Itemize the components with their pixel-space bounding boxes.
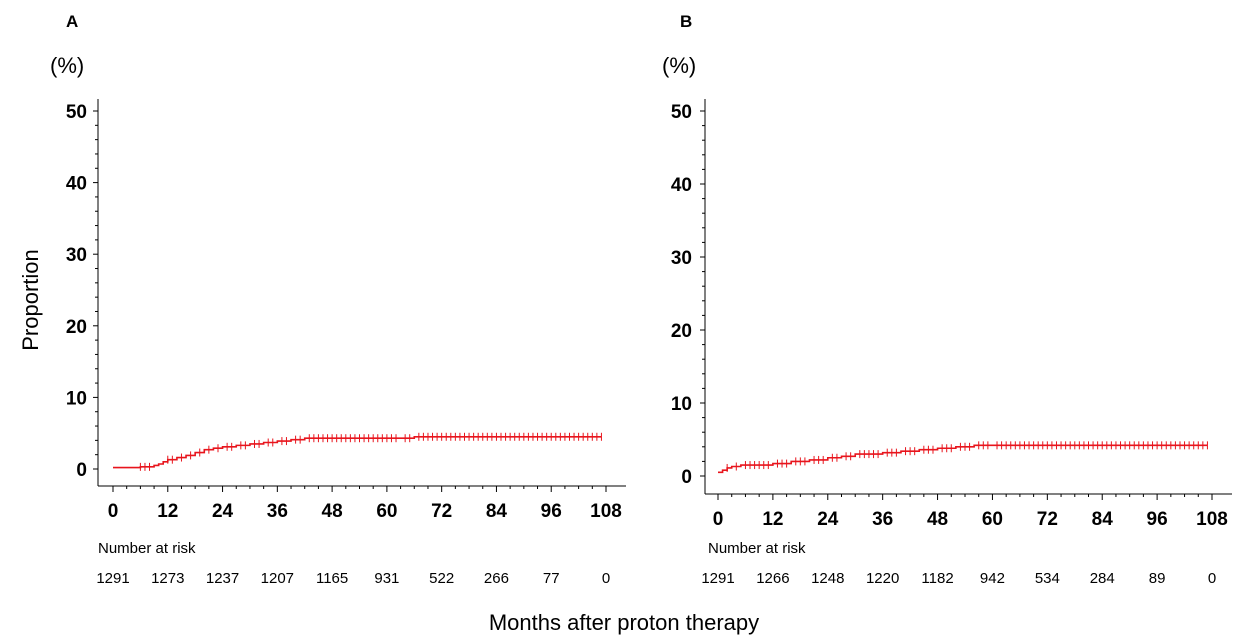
y-tick-label: 50 bbox=[66, 102, 87, 123]
number-at-risk-value: 284 bbox=[1090, 570, 1115, 587]
panel-b: B (%) 0 10 20 30 40 50 0 12 24 36 48 60 72 84 96 108 Numbe… bbox=[662, 12, 1232, 587]
x-tick-label: 96 bbox=[1147, 509, 1168, 530]
y-tick-label: 10 bbox=[671, 394, 692, 415]
x-tick-label: 36 bbox=[267, 501, 288, 522]
x-tick-label: 72 bbox=[431, 501, 452, 522]
x-tick-label: 0 bbox=[108, 501, 119, 522]
number-at-risk-value: 1237 bbox=[206, 570, 239, 587]
y-axis-title: Proportion bbox=[18, 249, 43, 351]
x-tick-label: 24 bbox=[212, 501, 234, 522]
number-at-risk-title: Number at risk bbox=[98, 540, 196, 557]
y-tick-label: 40 bbox=[671, 175, 692, 196]
number-at-risk-value: 1273 bbox=[151, 570, 184, 587]
x-tick-label: 24 bbox=[817, 509, 839, 530]
panel-letter: A bbox=[66, 12, 78, 31]
number-at-risk-value: 1248 bbox=[811, 570, 844, 587]
number-at-risk-value: 942 bbox=[980, 570, 1005, 587]
panel-letter: B bbox=[680, 12, 692, 31]
number-at-risk-value: 1220 bbox=[866, 570, 899, 587]
x-tick-label: 36 bbox=[872, 509, 893, 530]
x-tick-label: 0 bbox=[713, 509, 724, 530]
x-tick-label: 96 bbox=[541, 501, 562, 522]
x-tick-label: 48 bbox=[927, 509, 948, 530]
y-unit-label: (%) bbox=[662, 53, 696, 78]
number-at-risk-title: Number at risk bbox=[708, 540, 806, 557]
x-tick-label: 60 bbox=[982, 509, 1003, 530]
number-at-risk-value: 1266 bbox=[756, 570, 789, 587]
x-tick-label: 108 bbox=[590, 501, 622, 522]
number-at-risk-value: 266 bbox=[484, 570, 509, 587]
number-at-risk-value: 1165 bbox=[316, 570, 348, 587]
km-curve bbox=[718, 444, 1208, 474]
x-tick-label: 60 bbox=[376, 501, 397, 522]
panel-a: A (%) 0 10 20 30 40 50 0 12 24 36 48 60 72 84 96 108 Numbe… bbox=[50, 12, 626, 587]
number-at-risk-value: 522 bbox=[429, 570, 454, 587]
y-unit-label: (%) bbox=[50, 53, 84, 78]
km-curve bbox=[113, 435, 602, 469]
x-tick-label: 12 bbox=[157, 501, 178, 522]
number-at-risk-value: 1207 bbox=[261, 570, 294, 587]
y-tick-label: 0 bbox=[681, 467, 692, 488]
number-at-risk-value: 89 bbox=[1149, 570, 1166, 587]
y-tick-label: 0 bbox=[76, 460, 87, 481]
y-tick-label: 20 bbox=[671, 321, 692, 342]
y-tick-label: 10 bbox=[66, 388, 87, 409]
number-at-risk-value: 534 bbox=[1035, 570, 1060, 587]
number-at-risk-value: 931 bbox=[374, 570, 399, 587]
number-at-risk-value: 0 bbox=[602, 570, 610, 587]
x-tick-label: 48 bbox=[322, 501, 343, 522]
x-tick-label: 108 bbox=[1196, 509, 1228, 530]
number-at-risk-value: 77 bbox=[543, 570, 560, 587]
x-tick-label: 84 bbox=[486, 501, 508, 522]
number-at-risk-value: 1291 bbox=[96, 570, 129, 587]
y-tick-label: 50 bbox=[671, 102, 692, 123]
y-tick-label: 40 bbox=[66, 174, 87, 195]
number-at-risk-value: 1291 bbox=[701, 570, 734, 587]
number-at-risk-value: 0 bbox=[1208, 570, 1216, 587]
y-tick-label: 20 bbox=[66, 317, 87, 338]
x-tick-label: 84 bbox=[1092, 509, 1114, 530]
y-tick-label: 30 bbox=[66, 245, 87, 266]
x-axis-title: Months after proton therapy bbox=[489, 610, 759, 635]
x-tick-label: 72 bbox=[1037, 509, 1058, 530]
y-tick-label: 30 bbox=[671, 248, 692, 269]
number-at-risk-value: 1182 bbox=[921, 570, 953, 587]
x-tick-label: 12 bbox=[762, 509, 783, 530]
